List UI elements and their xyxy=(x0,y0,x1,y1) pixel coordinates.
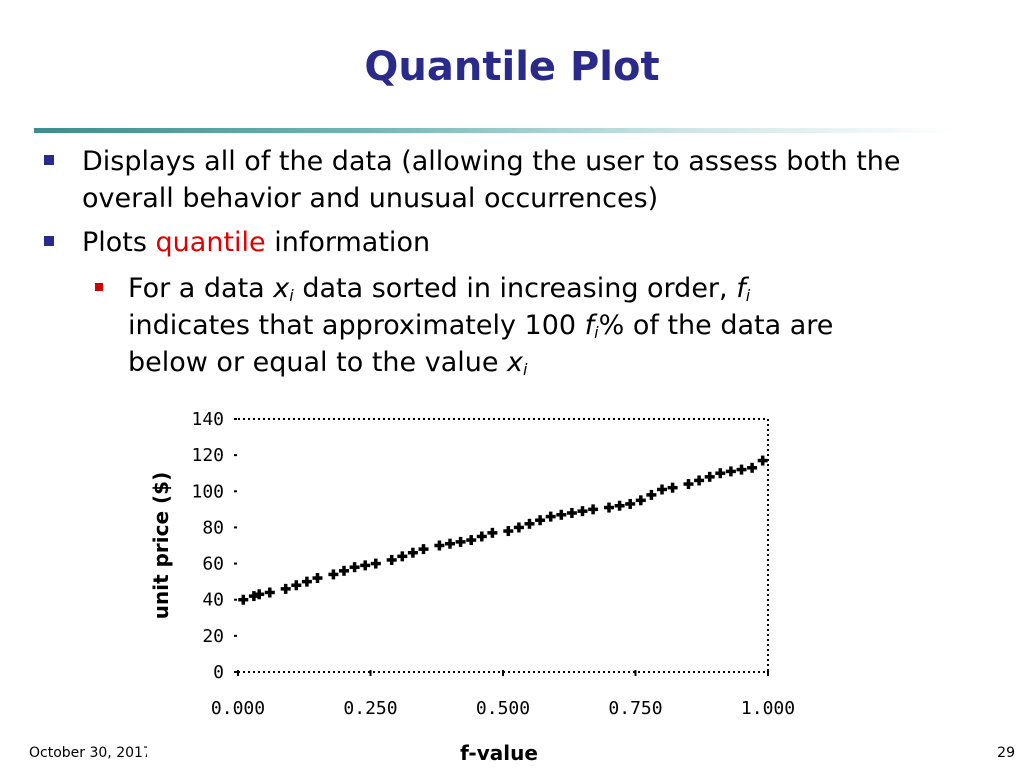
text-fragment: indicates that approximately 100 xyxy=(128,310,585,341)
data-points xyxy=(238,455,768,605)
data-point xyxy=(455,536,466,547)
data-point xyxy=(466,535,477,546)
x-axis-label: f-value xyxy=(460,741,538,765)
data-point xyxy=(386,554,397,565)
x-tick-label: 0.500 xyxy=(476,698,530,719)
data-point xyxy=(513,522,524,533)
bullet-item-displays: Displays all of the data (allowing the u… xyxy=(44,143,1004,217)
data-point xyxy=(360,560,371,571)
data-point xyxy=(545,511,556,522)
page-title: Quantile Plot xyxy=(364,44,660,90)
data-point xyxy=(291,580,302,591)
data-point xyxy=(418,544,429,555)
data-point xyxy=(577,506,588,517)
data-point xyxy=(434,540,445,551)
bullet-marker xyxy=(44,236,54,246)
data-point xyxy=(280,583,291,594)
data-point xyxy=(301,576,312,587)
data-point xyxy=(725,466,736,477)
x-tick-label: 0.750 xyxy=(608,698,662,719)
y-tick-label: 100 xyxy=(191,481,224,502)
math-x: x xyxy=(273,273,290,304)
data-point xyxy=(328,569,339,580)
data-point xyxy=(397,551,408,562)
footer-date: October 30, 2017 xyxy=(29,745,147,761)
data-point xyxy=(238,594,249,605)
bullet-text: Plots quantile information xyxy=(82,224,982,261)
data-point xyxy=(757,455,768,466)
y-tick-label: 120 xyxy=(191,445,224,466)
data-point xyxy=(370,558,381,569)
bullet-item-plots: Plots quantile information xyxy=(44,224,1004,261)
data-point xyxy=(715,468,726,479)
x-tick-label: 0.250 xyxy=(343,698,397,719)
math-subscript-i: i xyxy=(523,360,528,379)
data-point xyxy=(694,475,705,486)
text-fragment: below or equal to the value xyxy=(128,347,508,378)
title-divider xyxy=(34,128,958,133)
y-tick-label: 40 xyxy=(202,590,224,611)
data-point xyxy=(339,565,349,576)
y-tick-label: 80 xyxy=(202,517,224,538)
bullet-text-prefix: Plots xyxy=(82,227,156,258)
data-point xyxy=(524,518,535,529)
y-tick-label: 140 xyxy=(191,409,224,430)
data-point xyxy=(683,479,694,490)
math-subscript-i: i xyxy=(594,323,599,342)
data-point xyxy=(312,573,323,584)
bullet-text: Displays all of the data (allowing the u… xyxy=(82,146,901,214)
data-point xyxy=(588,504,599,515)
y-axis-ticks: 0 20 40 60 80 100 120 140 xyxy=(191,409,237,683)
page-number: 29 xyxy=(997,745,1015,761)
bullet-marker xyxy=(44,155,54,165)
y-axis-label: unit price ($) xyxy=(149,472,173,619)
data-point xyxy=(556,509,567,520)
data-point xyxy=(704,471,715,482)
data-point xyxy=(476,531,487,542)
data-point xyxy=(503,526,514,537)
data-point xyxy=(736,464,747,475)
text-fragment: data sorted in increasing order, xyxy=(293,273,737,304)
data-point xyxy=(625,498,636,509)
data-point xyxy=(646,489,657,500)
data-point xyxy=(635,495,646,506)
data-point xyxy=(407,547,418,558)
data-point xyxy=(566,507,577,518)
sub-bullet-marker xyxy=(95,283,103,291)
math-f: f xyxy=(736,273,746,304)
data-point xyxy=(264,587,275,598)
chart-frame xyxy=(238,418,769,673)
data-point xyxy=(254,589,265,600)
text-fragment: % of the data are xyxy=(598,310,834,341)
sub-bullet-text: For a data xi data sorted in increasing … xyxy=(128,270,958,381)
data-point xyxy=(535,515,546,526)
x-axis-ticks: 0.000 0.250 0.500 0.750 1.000 xyxy=(211,670,795,719)
y-tick-label: 20 xyxy=(202,626,224,647)
data-point xyxy=(614,500,625,511)
sub-bullet-item: For a data xi data sorted in increasing … xyxy=(95,270,995,381)
y-tick-label: 0 xyxy=(213,662,224,683)
data-point xyxy=(487,527,498,538)
y-tick-label: 60 xyxy=(202,554,224,575)
data-point xyxy=(657,484,667,495)
math-f: f xyxy=(584,310,595,341)
highlight-quantile: quantile xyxy=(155,227,266,258)
x-tick-label: 1.000 xyxy=(741,698,795,719)
data-point xyxy=(667,482,678,493)
data-point xyxy=(248,591,259,602)
math-x: x xyxy=(507,347,524,378)
x-tick-label: 0.000 xyxy=(211,698,265,719)
math-subscript-i: i xyxy=(289,286,294,305)
text-fragment: For a data xyxy=(128,273,274,304)
bullet-text-suffix: information xyxy=(265,227,431,258)
data-point xyxy=(349,562,360,573)
data-point xyxy=(604,502,614,513)
data-point xyxy=(445,538,455,549)
math-subscript-i: i xyxy=(745,286,751,305)
data-point xyxy=(747,462,758,473)
quantile-plot-chart: 0 20 40 60 80 100 120 140 0.000 0.250 0.500 0.750 1… xyxy=(149,409,795,765)
